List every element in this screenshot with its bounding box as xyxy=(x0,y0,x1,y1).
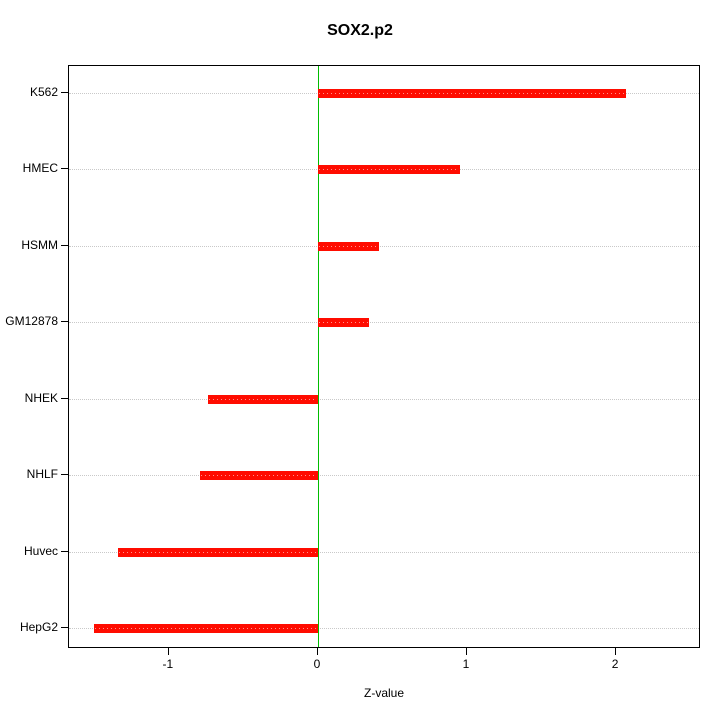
y-category-label: HSMM xyxy=(21,237,58,252)
x-tick-label: 2 xyxy=(611,657,619,671)
y-category-label: GM12878 xyxy=(5,314,58,329)
gridline xyxy=(69,551,699,553)
zero-reference-line xyxy=(317,66,319,647)
chart-title: SOX2.p2 xyxy=(327,22,393,39)
plot-area xyxy=(68,65,700,648)
x-axis-tick xyxy=(465,648,467,655)
y-category-label: K562 xyxy=(29,85,58,99)
y-axis-tick xyxy=(61,244,68,246)
bar-gm12878 xyxy=(317,318,369,328)
bar-k562 xyxy=(317,89,627,98)
y-axis-tick xyxy=(61,550,68,552)
y-category-label: NHLF xyxy=(26,467,58,482)
bar-nhlf xyxy=(200,471,318,481)
x-tick-label: 0 xyxy=(313,657,321,671)
x-axis-title: Z-value xyxy=(363,686,405,700)
x-axis-tick xyxy=(316,648,318,655)
gridline xyxy=(69,628,699,629)
x-axis-tick xyxy=(167,648,169,655)
bar-hsmm xyxy=(317,241,380,251)
bar-huvec xyxy=(118,547,318,557)
gridline xyxy=(69,322,699,324)
y-axis-tick xyxy=(61,168,68,170)
y-axis-tick xyxy=(61,627,68,628)
x-tick-label: 1 xyxy=(462,657,470,671)
gridline xyxy=(69,245,699,247)
bar-nhek xyxy=(207,394,318,404)
gridline xyxy=(69,475,699,477)
y-category-label: HMEC xyxy=(22,161,58,176)
y-category-label: Huvec xyxy=(23,543,58,558)
y-category-label: NHEK xyxy=(24,390,58,405)
y-category-label: HepG2 xyxy=(19,620,58,634)
y-axis-tick xyxy=(61,397,68,399)
y-axis-tick xyxy=(61,474,68,476)
x-tick-label: -1 xyxy=(162,657,174,671)
gridline xyxy=(69,398,699,400)
y-axis-tick xyxy=(61,92,68,93)
x-axis-tick xyxy=(615,648,617,655)
bar-hepg2 xyxy=(94,624,318,633)
y-axis-tick xyxy=(61,321,68,323)
bar-hmec xyxy=(317,165,460,175)
